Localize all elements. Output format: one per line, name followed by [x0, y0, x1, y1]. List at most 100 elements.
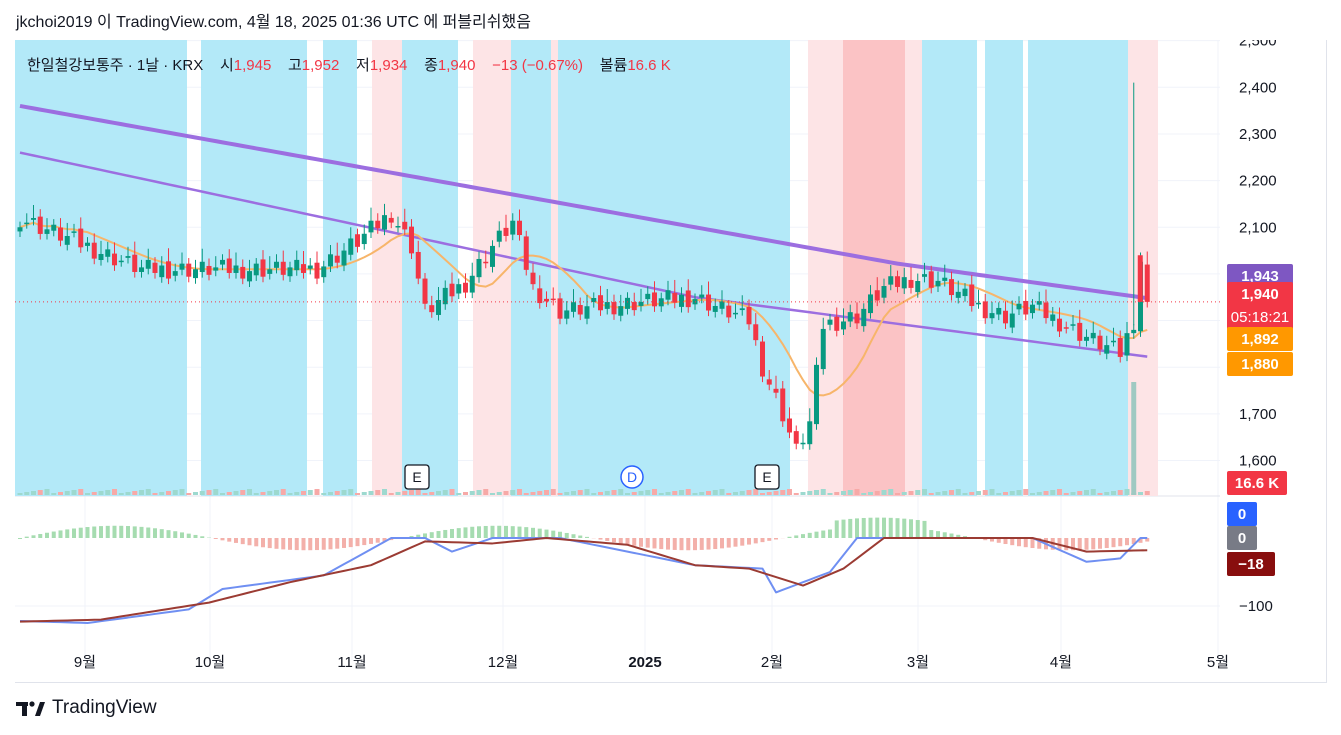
macd-histogram-bar — [652, 538, 657, 549]
candle-body — [1070, 324, 1076, 326]
volume-bar — [314, 489, 320, 495]
volume-bar — [544, 490, 549, 495]
volume-bar — [1016, 490, 1022, 495]
volume-bar — [1036, 492, 1042, 495]
volume-bar — [739, 491, 745, 495]
volume-bar — [17, 493, 23, 495]
macd-histogram-bar — [875, 517, 880, 538]
macd-histogram-bar — [787, 536, 792, 538]
macd-histogram-bar — [693, 538, 697, 551]
volume-bar — [1057, 489, 1062, 495]
macd-histogram-bar — [186, 533, 191, 538]
footer-brand[interactable]: TradingView — [16, 697, 157, 719]
regime-band — [558, 40, 790, 496]
candle-body — [1111, 340, 1116, 343]
price-tag-label: 1,880 — [1241, 356, 1279, 373]
macd-histogram-bar — [132, 526, 137, 538]
volume-bar — [962, 493, 968, 495]
candle-body — [199, 261, 205, 273]
volume-bar — [125, 492, 131, 495]
low-label: 저 — [356, 57, 370, 74]
chart-area[interactable]: EDE9월10월11월12월20252월3월4월5월1,6001,7001,80… — [15, 40, 1327, 683]
volume-bar — [1090, 489, 1096, 495]
ma-long-line — [19, 103, 1148, 301]
volume-bar — [152, 493, 158, 495]
price-axis-label: 2,200 — [1239, 173, 1277, 190]
indicator-tag — [1227, 552, 1275, 576]
volume-bar — [753, 489, 759, 495]
macd-histogram-bar — [159, 529, 164, 538]
macd-histogram-bar — [274, 538, 279, 549]
macd-histogram-bar — [429, 532, 434, 538]
macd-histogram-bar — [456, 528, 461, 538]
dividend-icon — [620, 465, 644, 489]
candle-body — [1050, 314, 1056, 321]
macd-histogram-bar — [45, 532, 49, 538]
time-axis-label: 9월 — [74, 654, 96, 671]
volume-bar — [523, 493, 529, 495]
candle-body — [388, 217, 394, 223]
volume-bar — [881, 490, 887, 495]
volume-bar — [1104, 492, 1110, 495]
volume-bar — [530, 492, 536, 495]
macd-histogram-bar — [861, 517, 866, 538]
macd-histogram-bar — [625, 538, 630, 545]
macd-histogram-bar — [234, 538, 238, 543]
volume-bar — [213, 489, 219, 495]
time-axis-label: 11월 — [337, 654, 366, 671]
price-tag-label: 1,940 — [1241, 286, 1279, 303]
low-value: 1,934 — [369, 57, 408, 74]
candle-body — [530, 272, 536, 285]
volume-bar — [274, 490, 279, 495]
indicator-axis-label: −100 — [1239, 598, 1273, 615]
candle-body — [861, 308, 867, 327]
macd-histogram-bar — [828, 529, 832, 538]
volume-bar — [240, 490, 246, 495]
volume-bar — [564, 492, 570, 495]
candle-body — [766, 379, 772, 385]
macd-histogram-bar — [672, 538, 677, 550]
volume-bar — [402, 491, 408, 495]
macd-histogram-bar — [855, 518, 859, 538]
macd-histogram-bar — [747, 538, 751, 545]
macd-histogram-bar — [537, 528, 542, 538]
candle-body — [1030, 304, 1035, 314]
volume-bar — [186, 493, 192, 495]
candle-body — [989, 313, 995, 319]
candle-body — [1023, 300, 1029, 315]
price-chart[interactable]: EDE9월10월11월12월20252월3월4월5월1,6001,7001,80… — [15, 40, 1326, 682]
volume-bar — [773, 491, 779, 495]
close-value: 1,940 — [437, 57, 476, 74]
indicator-tag-label: −18 — [1238, 556, 1263, 573]
volume-bar — [888, 489, 894, 495]
macd-histogram-bar — [362, 538, 367, 546]
candle-body — [672, 293, 678, 303]
volume-bar — [422, 493, 428, 495]
candle-body — [51, 224, 57, 231]
regime-band — [511, 40, 551, 496]
time-axis-label: 3월 — [907, 654, 929, 671]
macd-histogram-bar — [92, 526, 97, 538]
macd-histogram-bar — [382, 538, 387, 542]
candle-body — [1077, 322, 1083, 341]
volume-bar — [874, 491, 880, 495]
candle-body — [658, 298, 664, 307]
volume-bar — [928, 493, 934, 495]
candle-body — [17, 227, 23, 232]
volume-bar — [834, 492, 840, 495]
candle-body — [760, 341, 765, 377]
candle-body — [679, 294, 684, 307]
candle-body — [395, 226, 401, 228]
volume-bar — [307, 490, 313, 495]
volume-bar — [766, 492, 772, 495]
candle-body — [922, 274, 927, 277]
macd-histogram-bar — [1017, 538, 1021, 547]
volume-bar — [233, 491, 239, 495]
volume-bar — [436, 491, 441, 495]
candle-body — [463, 282, 468, 293]
candle-body — [348, 238, 354, 255]
macd-histogram-bar — [126, 526, 130, 538]
volume-bar — [638, 491, 644, 495]
macd-histogram-bar — [1138, 538, 1143, 543]
volume-bar — [1117, 490, 1123, 495]
